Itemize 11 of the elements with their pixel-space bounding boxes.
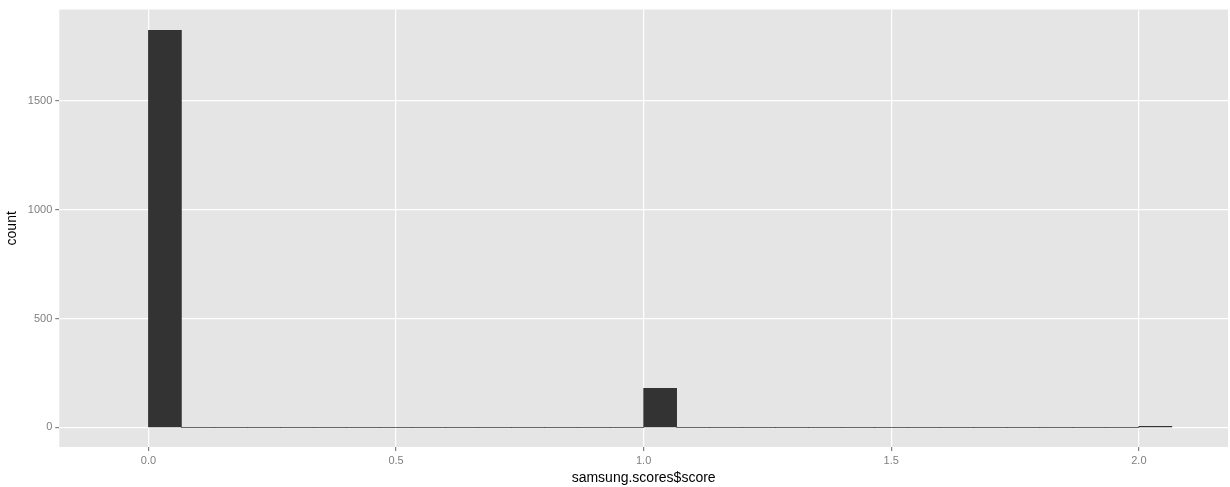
y-tick-label: 1000 (27, 202, 53, 215)
x-axis-title: samsung.scores$score (571, 469, 716, 486)
y-tick-label: 0 (46, 420, 53, 433)
x-tick-label: 2.0 (1131, 453, 1147, 466)
x-tick-label: 1.0 (635, 453, 652, 466)
y-tick-label: 500 (33, 311, 53, 324)
y-tick-label: 1500 (27, 94, 53, 107)
x-tick-label: 1.5 (883, 453, 899, 466)
y-axis-title: count (3, 211, 20, 246)
x-tick-label: 0.5 (388, 453, 404, 466)
x-tick-label: 0.0 (140, 453, 157, 466)
